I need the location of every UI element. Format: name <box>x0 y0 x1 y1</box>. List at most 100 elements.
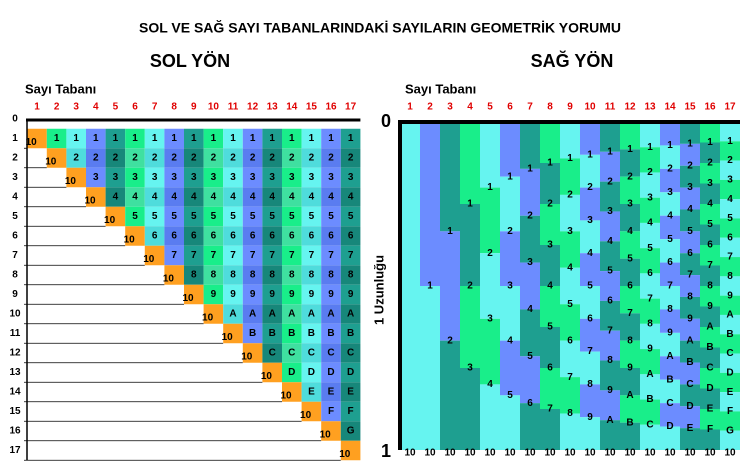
row-label: 0 <box>12 114 18 125</box>
segment-label: A <box>706 322 713 333</box>
segment-label: 3 <box>667 187 673 198</box>
row-label: 10 <box>9 309 21 320</box>
cell-label: 2 <box>289 153 295 164</box>
cell-label: 3 <box>328 172 334 183</box>
segment-label: 3 <box>527 257 533 268</box>
segment <box>580 318 600 352</box>
cell-label: 5 <box>152 211 158 222</box>
segment-label: 3 <box>507 281 513 292</box>
segment <box>560 377 580 414</box>
row-label: 6 <box>12 231 18 242</box>
segment-label: 5 <box>607 266 613 277</box>
segment <box>720 179 740 200</box>
right-axis-label: Sayı Tabanı <box>405 81 476 96</box>
segment <box>540 245 560 286</box>
segment <box>640 399 660 425</box>
cell-label: 5 <box>348 211 354 222</box>
row-label: 2 <box>12 153 18 164</box>
cell <box>203 148 224 168</box>
cell <box>223 304 243 324</box>
column-header: 11 <box>605 102 616 113</box>
cell-label: 3 <box>250 172 256 183</box>
right-heading: SAĞ YÖN <box>531 50 614 71</box>
row-label: 5 <box>12 211 18 222</box>
cell-label: 2 <box>191 153 197 164</box>
segment-label: 1 <box>627 144 633 155</box>
cell-label: 3 <box>152 172 158 183</box>
cell <box>282 206 302 227</box>
cell-label: 8 <box>289 270 295 281</box>
cell <box>282 245 302 266</box>
cell <box>242 128 263 149</box>
segment <box>540 163 560 204</box>
segment-label: 3 <box>567 226 573 237</box>
segment-label: 2 <box>547 199 553 210</box>
cell <box>223 128 243 149</box>
cell <box>242 323 263 344</box>
cell <box>282 167 302 188</box>
column-header: 17 <box>724 102 736 113</box>
cell-label: 10 <box>143 254 155 265</box>
cell <box>321 206 341 227</box>
segment <box>680 340 700 363</box>
cell <box>203 284 224 305</box>
cell-label: B <box>249 328 256 339</box>
segment-label: 9 <box>607 385 613 396</box>
segment <box>440 231 460 341</box>
cell <box>164 167 184 188</box>
cell <box>301 343 322 363</box>
unit-label: 10 <box>464 448 476 459</box>
cell-label: 10 <box>320 430 332 441</box>
cell-label: 3 <box>113 172 119 183</box>
cell-label: 5 <box>230 211 236 222</box>
segment <box>640 147 660 173</box>
segment <box>420 286 440 450</box>
segment-label: 1 <box>467 199 473 210</box>
cell <box>301 226 322 246</box>
column-header: 9 <box>191 102 197 113</box>
segment <box>700 388 720 409</box>
segment-label: 5 <box>587 281 593 292</box>
cell <box>164 245 184 266</box>
row-label: 14 <box>9 387 21 398</box>
cell-label: 2 <box>348 153 354 164</box>
cell-label: 4 <box>250 192 256 203</box>
cell <box>242 187 263 207</box>
column-header: 10 <box>208 102 220 113</box>
cell-label: 6 <box>289 231 295 242</box>
segment-label: A <box>666 351 673 362</box>
segment <box>560 413 580 450</box>
segment <box>620 368 640 396</box>
cell-label: 1 <box>328 133 334 144</box>
cell <box>321 382 341 402</box>
cell-label: 4 <box>132 192 138 203</box>
segment <box>560 194 580 232</box>
column-header: 12 <box>624 102 636 113</box>
cell-label: 8 <box>328 270 334 281</box>
cell-label: A <box>269 309 276 320</box>
segment <box>540 409 560 450</box>
segment <box>680 165 700 188</box>
segment-label: 4 <box>647 218 653 229</box>
segment <box>700 286 720 307</box>
segment <box>660 122 680 146</box>
cell <box>223 187 243 207</box>
cell-label: 3 <box>171 172 177 183</box>
unit-label: 10 <box>444 448 456 459</box>
segment <box>440 340 460 450</box>
cell <box>125 187 145 207</box>
segment <box>640 323 660 350</box>
segment-label: 2 <box>467 281 473 292</box>
column-header: 13 <box>267 102 279 113</box>
cell-label: 6 <box>269 231 275 242</box>
cell-label: 10 <box>163 274 175 285</box>
column-header: 2 <box>54 102 60 113</box>
cell <box>203 128 224 149</box>
cell <box>340 421 361 441</box>
segment-label: 3 <box>707 178 713 189</box>
segment <box>480 122 500 188</box>
cell-label: 10 <box>124 235 136 246</box>
segment-label: 3 <box>587 215 593 226</box>
segment <box>560 267 580 305</box>
cell <box>125 226 145 246</box>
